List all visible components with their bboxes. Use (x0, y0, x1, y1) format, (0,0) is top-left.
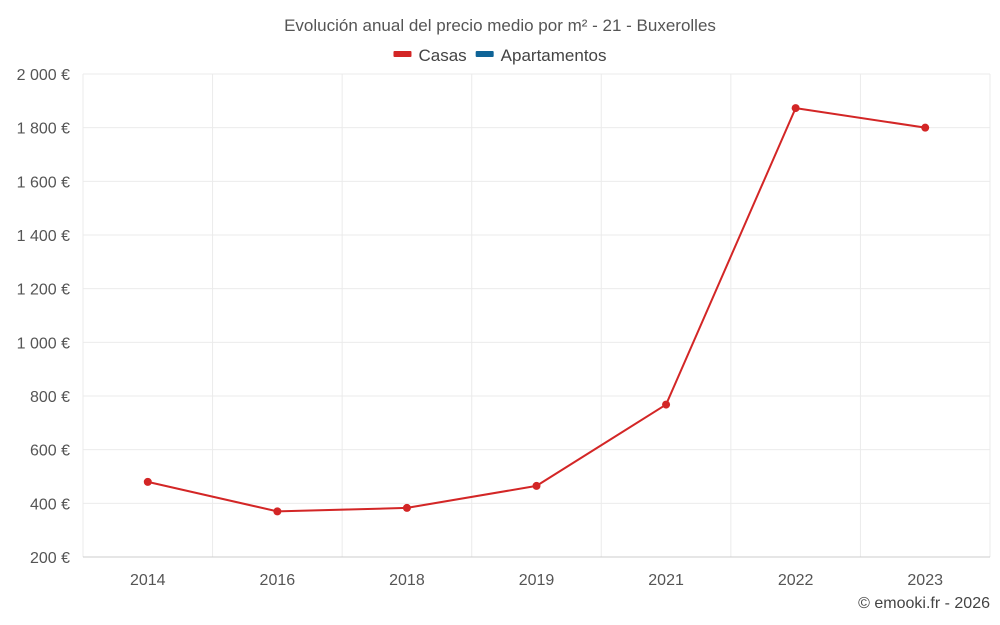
legend: Casas Apartamentos (393, 46, 607, 65)
data-point[interactable] (402, 503, 411, 512)
data-point[interactable] (791, 104, 800, 113)
y-tick-label: 200 € (30, 550, 70, 567)
data-point[interactable] (662, 400, 671, 409)
series-group (143, 104, 930, 516)
y-tick-label: 400 € (30, 496, 70, 513)
y-tick-label: 1 400 € (17, 228, 70, 245)
x-axis-labels: 2014 2016 2018 2019 2021 2022 2023 (130, 572, 943, 589)
x-tick-label: 2016 (260, 572, 296, 589)
y-tick-label: 1 600 € (17, 174, 70, 191)
series-line-casas (147, 107, 926, 513)
legend-swatch (393, 51, 412, 57)
legend-label: Casas (418, 46, 466, 65)
x-tick-label: 2023 (907, 572, 943, 589)
data-point[interactable] (143, 477, 152, 486)
y-tick-label: 2 000 € (17, 67, 70, 84)
y-gridlines (83, 73, 990, 504)
x-tick-label: 2014 (130, 572, 166, 589)
data-point[interactable] (921, 123, 930, 132)
y-tick-label: 800 € (30, 389, 70, 406)
x-gridlines (82, 74, 991, 557)
data-point[interactable] (273, 507, 282, 516)
y-tick-label: 1 000 € (17, 335, 70, 352)
y-tick-label: 1 800 € (17, 121, 70, 138)
legend-item[interactable]: Apartamentos (475, 46, 607, 65)
x-tick-label: 2022 (778, 572, 814, 589)
chart-title: Evolución anual del precio medio por m² … (284, 16, 716, 35)
y-tick-label: 1 200 € (17, 282, 70, 299)
x-tick-label: 2018 (389, 572, 425, 589)
legend-item[interactable]: Casas (393, 46, 467, 65)
x-tick-label: 2021 (648, 572, 684, 589)
legend-swatch (475, 51, 494, 57)
data-point[interactable] (532, 481, 541, 490)
x-tick-label: 2019 (519, 572, 555, 589)
y-tick-label: 600 € (30, 443, 70, 460)
y-axis-labels: 200 € 400 € 600 € 800 € 1 000 € 1 200 € 1 400 … (17, 67, 70, 567)
credit-text: © emooki.fr - 2026 (858, 595, 990, 612)
legend-label: Apartamentos (501, 46, 607, 65)
